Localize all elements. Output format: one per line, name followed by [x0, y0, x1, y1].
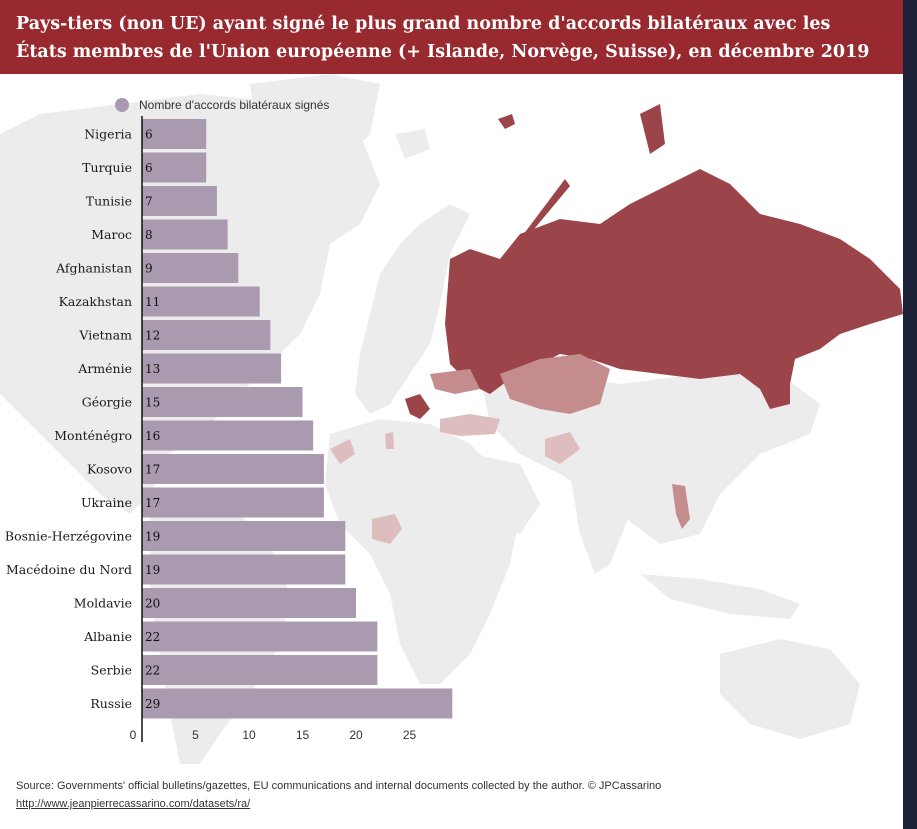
value-label: 15: [145, 396, 160, 410]
map-arabia: [470, 454, 540, 534]
x-tick-label: 5: [192, 728, 199, 742]
bar-7: [142, 353, 282, 384]
x-tick-label: 0: [130, 728, 137, 742]
value-label: 19: [145, 563, 160, 577]
map-maroc: [330, 439, 355, 464]
map-afghanistan: [545, 432, 580, 464]
value-label: 9: [145, 262, 153, 276]
map-balkans: [405, 394, 430, 419]
bar-6: [142, 320, 271, 350]
category-label: Tunisie: [86, 194, 132, 209]
category-label: Maroc: [91, 227, 132, 242]
map-russia-novaya-zemlya: [520, 179, 570, 239]
value-label: 20: [145, 597, 160, 611]
chart-title: Pays-tiers (non UE) ayant signé le plus …: [16, 14, 870, 62]
legend-label: Nombre d'accords bilatéraux signés: [139, 98, 329, 112]
category-label: Bosnie-Herzégovine: [5, 529, 132, 544]
map-greenland: [250, 74, 380, 184]
bar-9: [142, 420, 314, 451]
category-label: Monténégro: [54, 428, 132, 443]
category-label: Albanie: [83, 629, 132, 644]
map-turkey: [440, 414, 500, 436]
x-tick-label: 20: [349, 728, 363, 742]
x-tick-label: 10: [242, 728, 256, 742]
category-label: Vietnam: [78, 328, 132, 343]
bars-layer: Nigeria 6 Turquie 6 Tunisie 7 Maroc 8 Afghanista…: [5, 119, 453, 719]
bar-3: [142, 219, 228, 250]
category-label: Nigeria: [84, 127, 132, 142]
value-label: 17: [145, 463, 160, 477]
map-russia-islands: [498, 104, 665, 154]
category-label: Ukraine: [81, 495, 132, 510]
map-asia: [480, 374, 820, 544]
source-link[interactable]: http://www.jeanpierrecassarino.com/datas…: [16, 798, 251, 810]
category-label: Arménie: [77, 361, 132, 376]
map-nigeria: [372, 514, 402, 544]
value-label: 11: [145, 295, 160, 309]
bar-0: [142, 119, 207, 149]
background-world-map: [0, 74, 903, 764]
map-iceland: [395, 129, 430, 159]
bar-15: [142, 621, 378, 652]
value-label: 7: [145, 195, 153, 209]
map-russia: [445, 169, 903, 409]
bar-5: [142, 286, 260, 317]
map-indonesia: [640, 574, 800, 619]
bar-17: [142, 688, 453, 719]
map-vietnam: [672, 484, 690, 529]
map-australia: [720, 639, 860, 739]
map-india: [570, 474, 630, 574]
value-label: 22: [145, 664, 160, 678]
bar-10: [142, 454, 324, 484]
header-banner: Pays-tiers (non UE) ayant signé le plus …: [0, 0, 903, 74]
value-label: 12: [145, 329, 160, 343]
bar-13: [142, 554, 346, 585]
map-europe: [355, 204, 470, 414]
x-tick-label: 25: [403, 728, 417, 742]
map-tunisie: [385, 432, 394, 449]
bar-12: [142, 521, 346, 551]
category-label: Afghanistan: [55, 261, 132, 276]
chart: Nombre d'accords bilatéraux signés Niger…: [0, 74, 903, 764]
map-ukraine-moldova: [430, 369, 480, 394]
value-label: 19: [145, 530, 160, 544]
category-label: Moldavie: [74, 596, 132, 611]
legend: Nombre d'accords bilatéraux signés: [115, 98, 329, 112]
x-tick-label: 15: [296, 728, 310, 742]
bar-2: [142, 186, 217, 216]
bar-1: [142, 152, 207, 183]
category-label: Kazakhstan: [59, 294, 132, 309]
source-note: Source: Governments' official bulletins/…: [16, 780, 662, 792]
category-label: Macédoine du Nord: [6, 562, 132, 577]
value-label: 16: [145, 429, 160, 443]
value-label: 8: [145, 228, 153, 242]
bar-4: [142, 253, 239, 283]
value-label: 29: [145, 697, 160, 711]
category-label: Géorgie: [82, 395, 132, 410]
value-label: 13: [145, 362, 160, 376]
bar-16: [142, 655, 378, 685]
value-label: 17: [145, 496, 160, 510]
category-label: Russie: [90, 696, 132, 711]
category-label: Kosovo: [87, 462, 132, 477]
value-label: 6: [145, 128, 153, 142]
bar-11: [142, 487, 324, 518]
category-label: Serbie: [91, 663, 132, 678]
value-label: 22: [145, 630, 160, 644]
legend-swatch: [115, 98, 129, 112]
value-label: 6: [145, 161, 153, 175]
x-axis-ticks: 0 5 10 15 20 25: [130, 728, 417, 742]
bar-8: [142, 387, 303, 417]
bar-14: [142, 588, 356, 618]
category-label: Turquie: [82, 160, 132, 175]
map-kazakhstan: [500, 354, 610, 414]
